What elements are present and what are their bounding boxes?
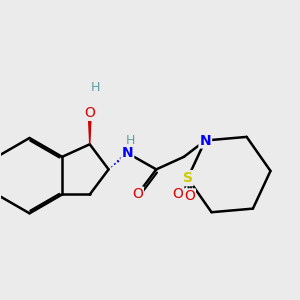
Polygon shape xyxy=(88,113,91,144)
Text: O: O xyxy=(132,188,143,202)
Text: H: H xyxy=(126,134,136,147)
Text: H: H xyxy=(91,81,100,94)
Text: O: O xyxy=(184,189,195,203)
Text: N: N xyxy=(122,146,133,160)
Text: O: O xyxy=(172,187,183,200)
Text: O: O xyxy=(84,106,95,120)
Text: S: S xyxy=(183,171,193,185)
Text: N: N xyxy=(200,134,211,148)
